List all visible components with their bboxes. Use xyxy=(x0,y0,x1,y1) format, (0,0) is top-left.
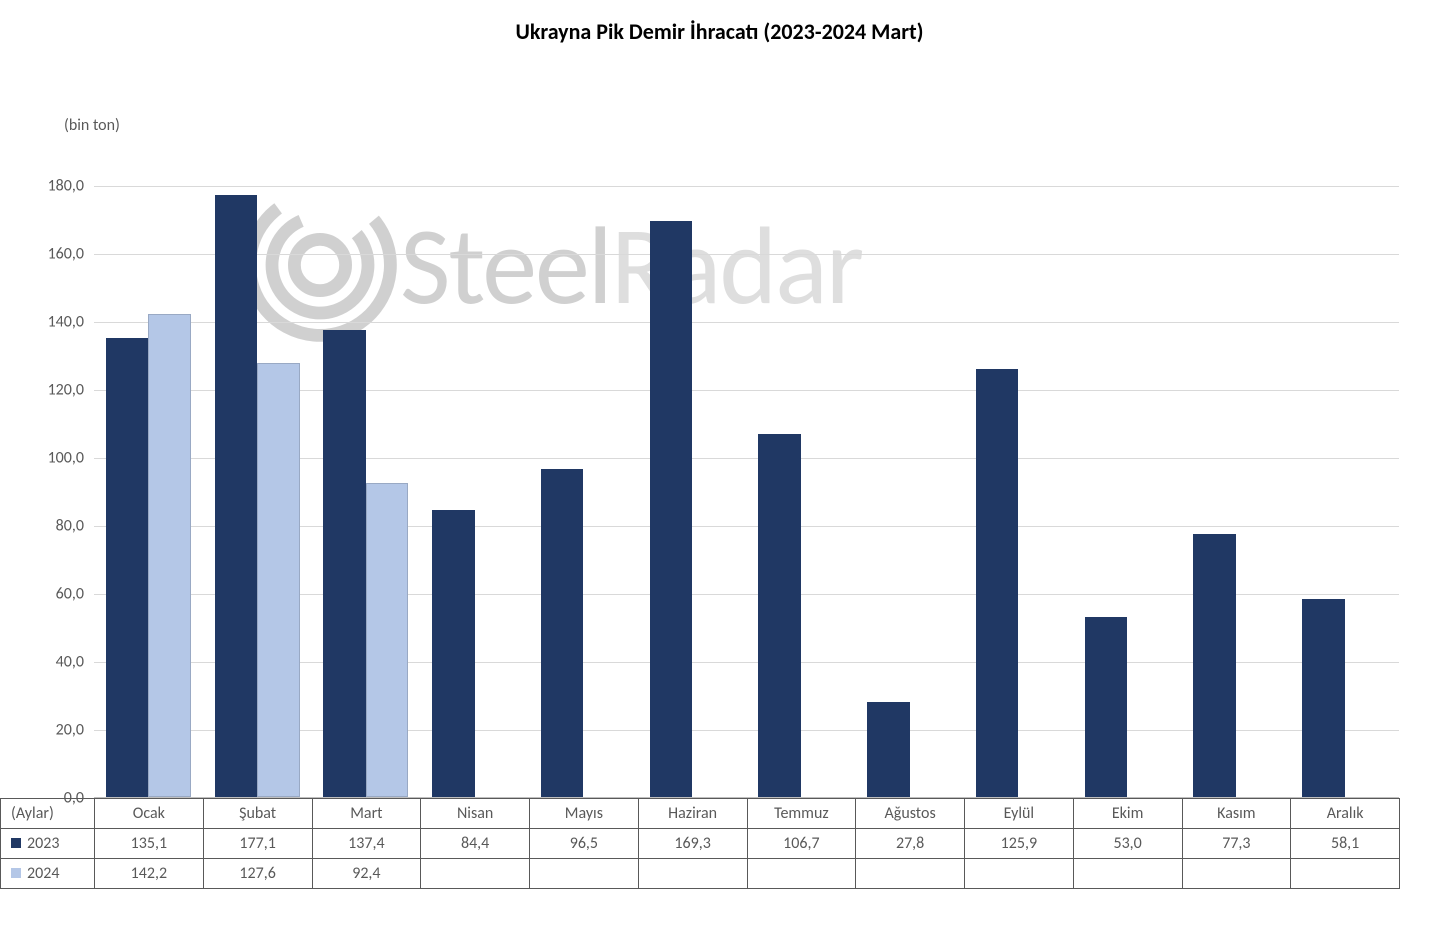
legend-swatch-icon xyxy=(11,838,21,848)
table-cell: 125,9 xyxy=(965,829,1074,859)
table-header-cell: Mayıs xyxy=(530,799,639,829)
table-cell xyxy=(638,859,747,889)
y-tick-label: 120,0 xyxy=(48,381,84,400)
y-tick-label: 100,0 xyxy=(48,449,84,468)
table-header-cell: Aralık xyxy=(1291,799,1400,829)
table-header-cell: Eylül xyxy=(965,799,1074,829)
y-tick-label: 160,0 xyxy=(48,245,84,264)
table-cell: 127,6 xyxy=(203,859,312,889)
table-cell xyxy=(1073,859,1182,889)
table-cell: 58,1 xyxy=(1291,829,1400,859)
table-cell xyxy=(1182,859,1291,889)
table-cell xyxy=(965,859,1074,889)
data-table: (Aylar)OcakŞubatMartNisanMayısHaziranTem… xyxy=(0,798,1400,889)
y-tick-label: 20,0 xyxy=(56,721,84,740)
table-header-cell: Mart xyxy=(312,799,421,829)
bar-2023-Ekim xyxy=(1085,617,1127,797)
y-tick-label: 140,0 xyxy=(48,313,84,332)
bar-2024-Ocak xyxy=(148,314,190,797)
bar-2023-Şubat xyxy=(215,195,257,797)
table-cell xyxy=(421,859,530,889)
plot-area: 0,020,040,060,080,0100,0120,0140,0160,01… xyxy=(94,186,1399,798)
bar-2023-Mayıs xyxy=(541,469,583,797)
table-cell: 135,1 xyxy=(95,829,204,859)
bar-2023-Ağustos xyxy=(867,702,909,797)
table-header-cell: Şubat xyxy=(203,799,312,829)
table-cell: 96,5 xyxy=(530,829,639,859)
table-header-cell: Haziran xyxy=(638,799,747,829)
bar-2023-Kasım xyxy=(1193,534,1235,797)
table-cell: 142,2 xyxy=(95,859,204,889)
bar-2024-Şubat xyxy=(257,363,299,797)
bar-2023-Mart xyxy=(323,330,365,797)
y-tick-label: 60,0 xyxy=(56,585,84,604)
legend-series-label: 2023 xyxy=(27,834,59,853)
bar-2023-Nisan xyxy=(432,510,474,797)
table-cell: 53,0 xyxy=(1073,829,1182,859)
table-cell: 27,8 xyxy=(856,829,965,859)
table-cell xyxy=(1291,859,1400,889)
bar-2023-Haziran xyxy=(650,221,692,797)
bar-2023-Eylül xyxy=(976,369,1018,797)
table-cell xyxy=(747,859,856,889)
chart-title: Ukrayna Pik Demir İhracatı (2023-2024 Ma… xyxy=(0,18,1439,45)
table-header-cell: Nisan xyxy=(421,799,530,829)
y-tick-label: 180,0 xyxy=(48,177,84,196)
table-cell: 92,4 xyxy=(312,859,421,889)
bar-2023-Ocak xyxy=(106,338,148,797)
table-cell: 137,4 xyxy=(312,829,421,859)
bar-2024-Mart xyxy=(366,483,408,797)
table-header-cell: Ağustos xyxy=(856,799,965,829)
table-series-header-2024: 2024 xyxy=(1,859,95,889)
y-tick-label: 80,0 xyxy=(56,517,84,536)
y-tick-label: 40,0 xyxy=(56,653,84,672)
legend-series-label: 2024 xyxy=(27,864,59,883)
table-cell: 106,7 xyxy=(747,829,856,859)
table-header-cell: Kasım xyxy=(1182,799,1291,829)
table-cell xyxy=(856,859,965,889)
bar-2023-Temmuz xyxy=(758,434,800,797)
legend-swatch-icon xyxy=(11,868,21,878)
table-cell xyxy=(530,859,639,889)
table-row-header-months: (Aylar) xyxy=(1,799,95,829)
bars-layer xyxy=(94,186,1399,797)
bar-2023-Aralık xyxy=(1302,599,1344,797)
table-cell: 84,4 xyxy=(421,829,530,859)
table-header-cell: Temmuz xyxy=(747,799,856,829)
table-cell: 77,3 xyxy=(1182,829,1291,859)
table-header-cell: Ocak xyxy=(95,799,204,829)
table-cell: 169,3 xyxy=(638,829,747,859)
table-series-header-2023: 2023 xyxy=(1,829,95,859)
table-header-cell: Ekim xyxy=(1073,799,1182,829)
table-cell: 177,1 xyxy=(203,829,312,859)
y-axis-unit-label: (bin ton) xyxy=(64,116,120,135)
